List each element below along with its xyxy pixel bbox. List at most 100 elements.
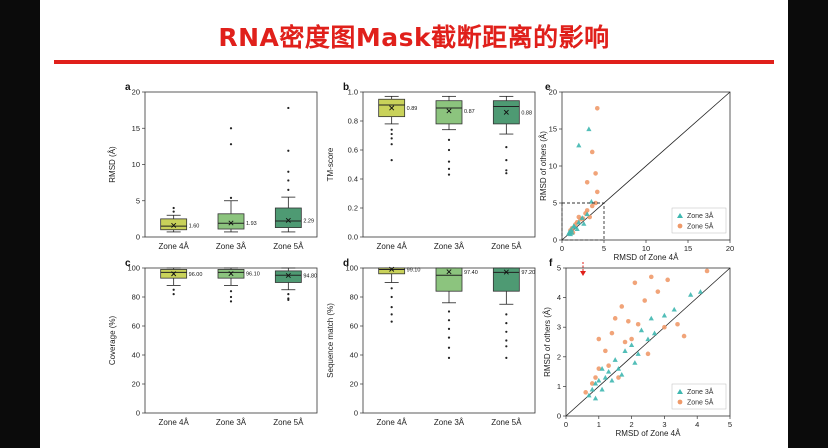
point-zone3 [651, 330, 658, 336]
mean-marker [389, 105, 395, 111]
x-tick-label: Zone 4Å [377, 418, 408, 427]
y-axis-label: TM-score [326, 147, 335, 181]
point-zone3 [606, 369, 612, 374]
panel-label: f [549, 258, 553, 269]
legend-marker-zone5 [677, 399, 683, 405]
point-zone5 [594, 189, 600, 195]
y-tick-label: 80 [132, 293, 140, 302]
outlier-point [390, 132, 393, 136]
mean-marker [446, 269, 452, 275]
outlier-point [447, 138, 451, 141]
point-zone5 [589, 203, 595, 209]
y-tick-label: 4 [557, 293, 561, 302]
point-zone5 [612, 316, 618, 321]
mean-value-label: 94.80 [303, 274, 317, 280]
point-zone5 [662, 324, 667, 330]
point-zone3 [661, 312, 667, 318]
mean-value-label: 97.40 [464, 270, 478, 276]
x-tick-label: 5 [602, 244, 606, 253]
point-zone3 [599, 386, 605, 392]
point-zone3 [632, 360, 638, 365]
x-tick-label: Zone 3Å [434, 418, 465, 427]
point-zone5 [675, 321, 680, 327]
outlier-point [390, 320, 393, 323]
y-tick-label: 0.4 [348, 175, 358, 184]
y-axis-label: RMSD (Å) [108, 146, 117, 183]
box-2 [492, 267, 520, 292]
point-zone5 [589, 381, 595, 386]
mean-marker [171, 222, 177, 228]
point-zone3 [671, 306, 677, 312]
point-zone5 [655, 289, 661, 294]
point-zone5 [596, 336, 602, 342]
panel-label: b [343, 82, 349, 93]
y-tick-label: 10 [549, 162, 557, 171]
legend-label-zone5: Zone 5Å [687, 222, 714, 231]
point-zone3 [568, 227, 574, 232]
panel-label: d [343, 258, 349, 269]
y-tick-label: 5 [136, 196, 140, 205]
outlier-point [505, 169, 508, 172]
x-tick-label: 5 [728, 420, 732, 429]
point-zone3 [688, 292, 694, 297]
y-tick-label: 15 [132, 124, 140, 133]
x-tick-label: 1 [597, 420, 601, 429]
point-zone3 [586, 392, 592, 398]
y-tick-label: 40 [350, 351, 358, 360]
point-zone3 [622, 348, 628, 353]
x-axis-label: RMSD of Zone 4Å [614, 253, 680, 262]
y-tick-label: 80 [350, 293, 358, 302]
y-tick-label: 0 [136, 233, 140, 242]
point-zone5 [626, 318, 631, 324]
point-zone3 [581, 221, 587, 226]
y-tick-label: 100 [127, 264, 140, 273]
y-tick-label: 0.2 [348, 204, 358, 213]
y-axis-label: Coverage (%) [108, 315, 117, 365]
outlier-point [505, 345, 508, 348]
point-zone3 [571, 223, 577, 229]
point-zone3 [592, 395, 599, 401]
mean-value-label: 99.10 [407, 267, 421, 273]
x-tick-label: 20 [726, 244, 734, 253]
mean-value-label: 96.00 [189, 272, 203, 278]
box-0 [160, 218, 188, 231]
zoom-arrow-head [580, 271, 586, 276]
legend-marker-zone5 [677, 223, 683, 229]
outlier-point [505, 172, 508, 175]
x-tick-label: Zone 3Å [216, 242, 247, 251]
x-tick-label: Zone 4Å [159, 418, 190, 427]
panel-b: b 0.0 0.2 0.4 0.6 0.8 1.0 TM-score 0.89 Zone 4Å 0.… [326, 82, 536, 251]
box-1 [435, 267, 463, 292]
outlier-point [172, 288, 175, 291]
point-zone3 [579, 215, 585, 220]
mean-marker [446, 108, 452, 114]
legend-label-zone5: Zone 5Å [687, 398, 714, 407]
y-tick-label: 20 [350, 380, 358, 389]
outlier-point [390, 159, 393, 162]
outlier-point [447, 327, 451, 330]
box-0 [378, 267, 406, 275]
y-axis-label: RMSD of others (Å) [543, 307, 552, 377]
y-tick-label: 20 [549, 88, 557, 97]
mean-value-label: 2.29 [303, 218, 314, 224]
point-zone3 [589, 386, 595, 392]
point-zone5 [648, 274, 654, 280]
outlier-point [172, 293, 175, 296]
panel-c: c 0 20 40 60 80 100 Coverage (%) 96.00 Zone 4Å 96.… [108, 258, 318, 427]
point-zone3 [584, 211, 590, 217]
outlier-point [505, 330, 508, 333]
point-zone3 [609, 377, 615, 383]
outlier-point [229, 300, 233, 303]
mean-marker [285, 217, 291, 223]
zoom-region-box [561, 202, 605, 241]
mean-value-label: 0.88 [521, 110, 532, 116]
legend-box [671, 383, 727, 410]
outlier-point [390, 128, 393, 131]
point-zone5 [622, 339, 628, 345]
point-zone3 [586, 126, 592, 132]
x-tick-label: 0 [560, 244, 564, 253]
point-zone3 [574, 226, 580, 231]
box-2 [274, 207, 302, 228]
mean-marker [285, 273, 291, 279]
